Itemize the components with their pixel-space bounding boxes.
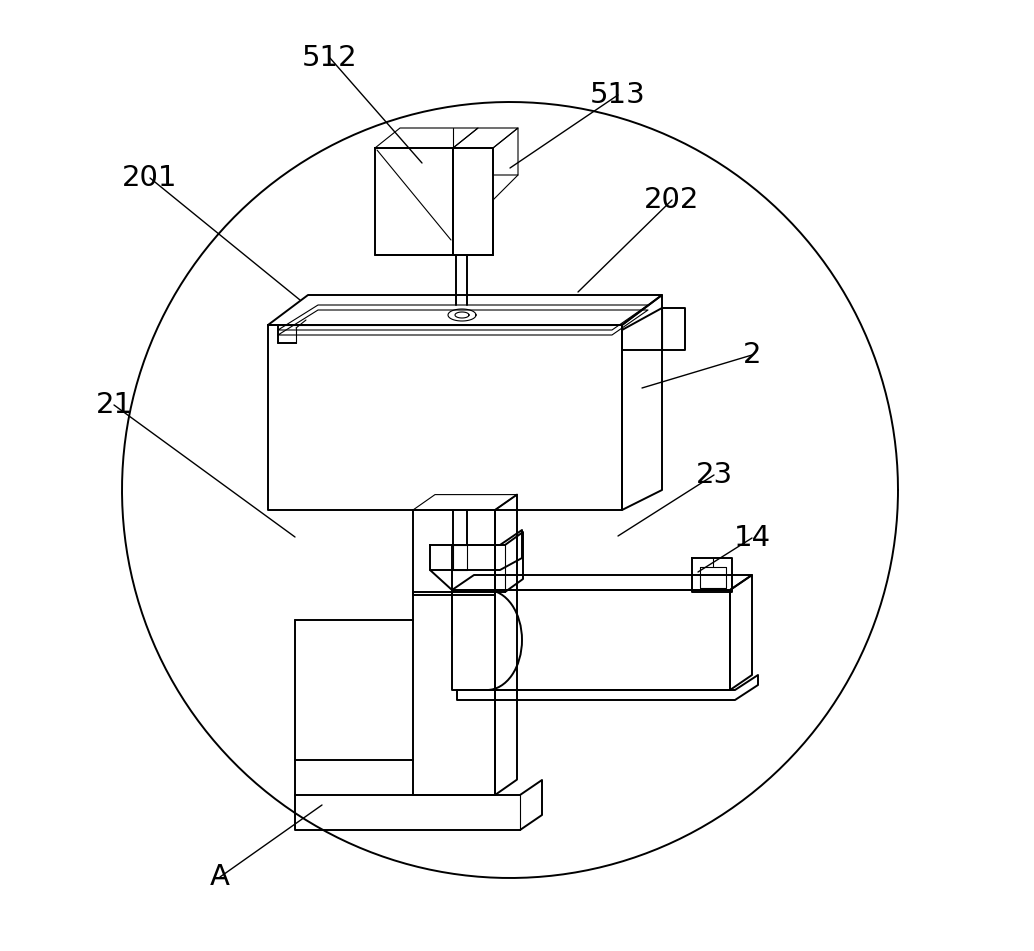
Text: 2: 2 (742, 341, 761, 369)
Text: 23: 23 (696, 461, 732, 489)
Text: 14: 14 (733, 524, 770, 552)
Text: 512: 512 (302, 44, 358, 72)
Text: 21: 21 (95, 391, 132, 419)
Text: 202: 202 (644, 186, 700, 214)
Text: 201: 201 (122, 164, 178, 192)
Text: A: A (210, 863, 230, 891)
Text: 513: 513 (590, 81, 646, 109)
